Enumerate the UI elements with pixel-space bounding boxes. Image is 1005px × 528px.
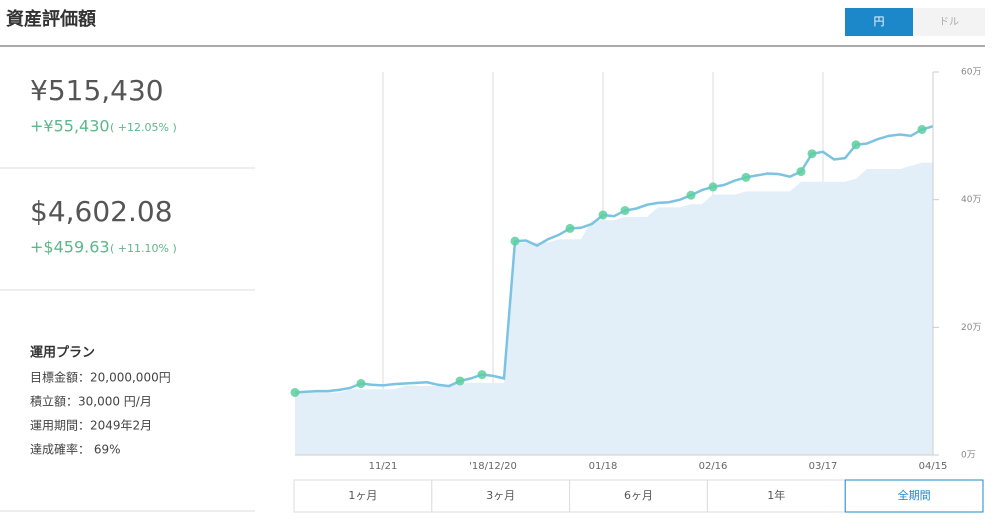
marker [598, 210, 608, 220]
y-tick-label: 0万 [961, 451, 976, 461]
period-button-bg [431, 479, 571, 513]
period-button-bg [293, 479, 433, 513]
marker [510, 236, 520, 246]
usd-change-pct: ( +11.10% ) [110, 242, 177, 255]
period-button-label: 1年 [767, 488, 785, 502]
usd-value: $4,602.08 [30, 195, 173, 228]
marker [290, 387, 300, 397]
marker [686, 190, 696, 200]
plan-line: 目標金額：20,000,000円 [30, 370, 171, 385]
yen-button-label: 円 [874, 15, 885, 28]
period-button-bg [844, 479, 984, 513]
line [294, 125, 934, 394]
marker [356, 379, 366, 389]
usd-change: +$459.63 [30, 238, 110, 257]
jpy-value: ¥515,430 [30, 74, 164, 107]
yen-button-bg [845, 8, 913, 36]
period-button-bg [569, 479, 708, 513]
marker [477, 370, 487, 380]
period-button-label: 全期間 [898, 488, 931, 502]
marker [620, 206, 630, 216]
marker [741, 172, 751, 182]
page-title: 資産評価額 [6, 8, 96, 30]
jpy-change-pct: ( +12.05% ) [110, 121, 177, 134]
area [295, 162, 933, 456]
plan-line: 運用期間：2049年2月 [30, 419, 152, 433]
usd-button[interactable]: ドル [913, 8, 985, 36]
jpy-change: +¥55,430 [30, 117, 110, 136]
period-button-label: 6ヶ月 [624, 489, 653, 502]
period-button-label: 1ヶ月 [348, 489, 377, 502]
marker [796, 167, 806, 177]
yen-button[interactable]: 円 [845, 8, 913, 36]
period-button[interactable]: 1ヶ月 [293, 479, 433, 513]
x-tick-label: '18/12/20 [469, 461, 517, 472]
period-button[interactable]: 全期間 [844, 479, 984, 513]
marker [917, 124, 927, 134]
x-tick-label: 02/16 [699, 461, 728, 472]
period-button[interactable]: 3ヶ月 [431, 479, 571, 513]
x-tick-label: 11/21 [369, 461, 398, 472]
plan-line: 積立額：30,000 円/月 [30, 394, 152, 409]
marker [565, 223, 575, 233]
y-tick-label: 20万 [961, 323, 981, 333]
period-button[interactable]: 6ヶ月 [569, 479, 708, 513]
marker [455, 376, 465, 386]
usd-button-label: ドル [939, 17, 959, 28]
y-tick-label: 60万 [961, 68, 981, 78]
marker [851, 140, 861, 150]
x-tick-label: 04/15 [919, 461, 948, 472]
plan-line: 達成確率： 69% [30, 442, 121, 457]
marker [807, 149, 817, 159]
y-tick-label: 40万 [961, 195, 981, 205]
period-button-label: 3ヶ月 [486, 489, 515, 502]
period-button-bg [706, 479, 846, 513]
x-tick-label: 01/18 [589, 461, 618, 472]
plan-title: 運用プラン [30, 346, 95, 361]
period-button[interactable]: 1年 [706, 479, 846, 513]
x-tick-label: 03/17 [809, 461, 838, 472]
usd-button-bg [913, 8, 985, 36]
marker [708, 182, 718, 192]
